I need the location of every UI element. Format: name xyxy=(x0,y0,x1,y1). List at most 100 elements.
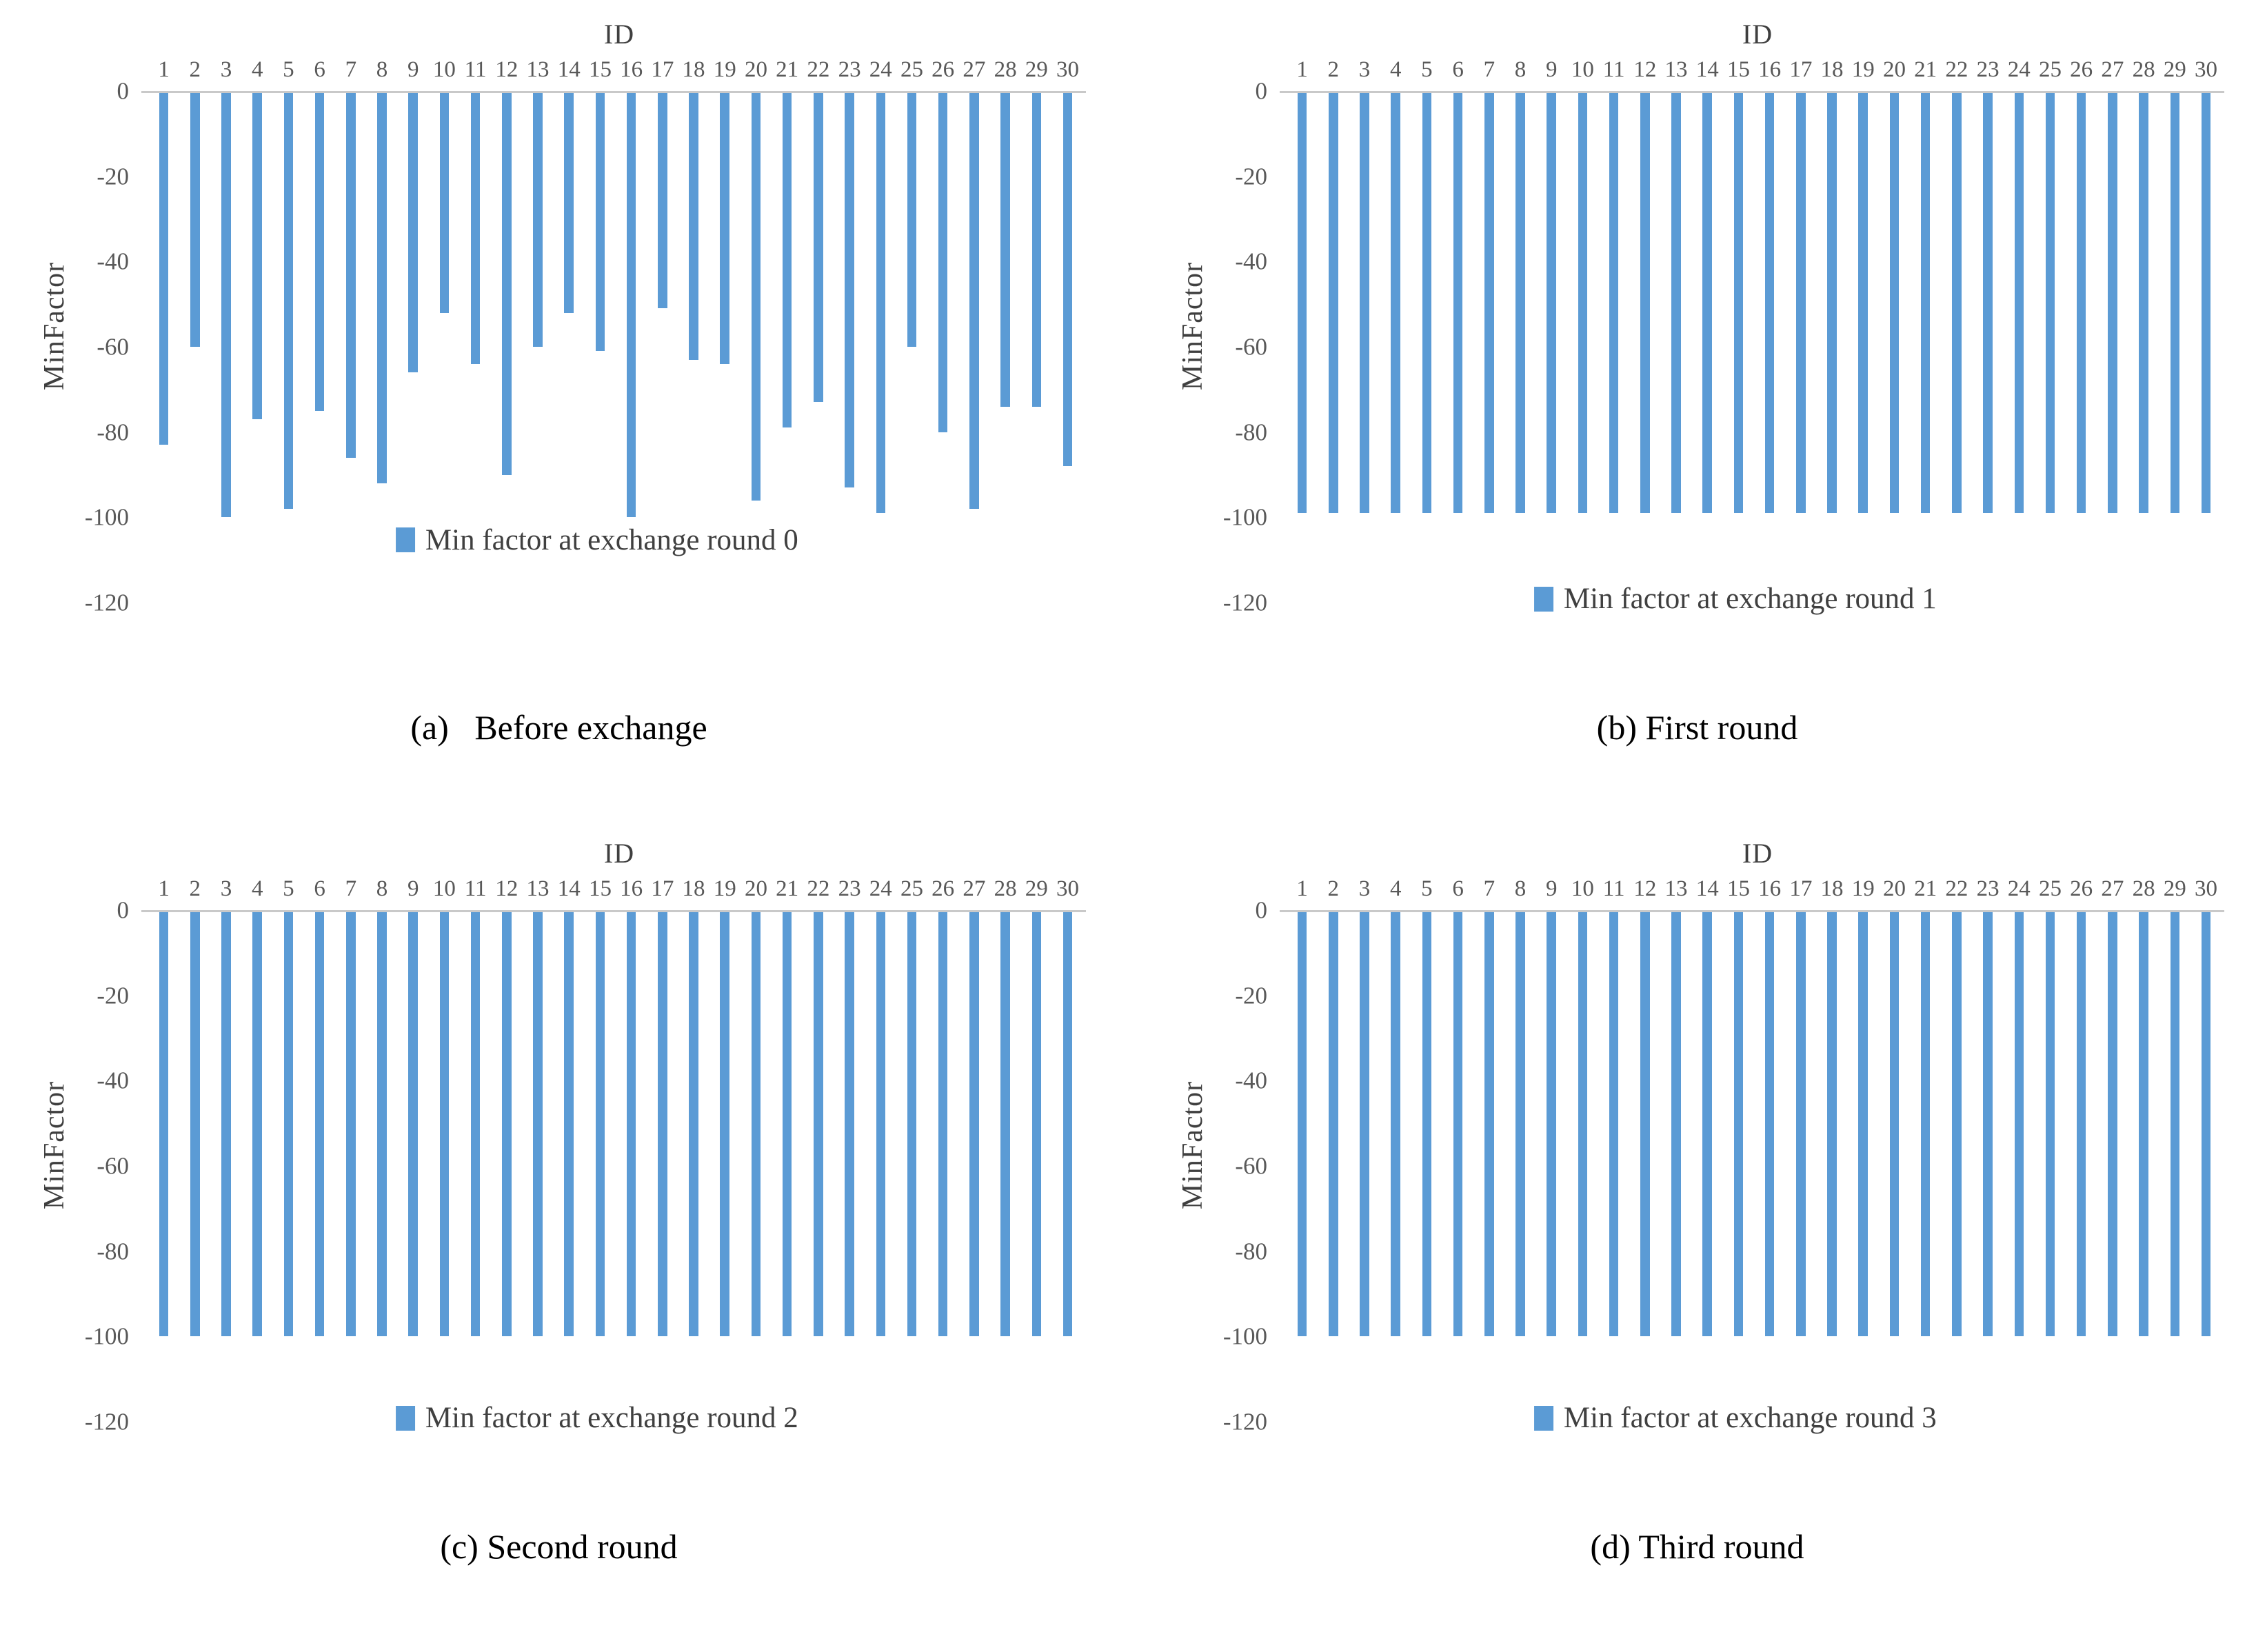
legend: Min factor at exchange round 0 xyxy=(395,523,798,557)
bar xyxy=(1329,91,1338,514)
x-tick-label: 14 xyxy=(557,876,581,901)
bar-slot xyxy=(522,91,553,603)
bar xyxy=(689,91,698,360)
x-tick-label: 13 xyxy=(526,57,550,82)
bar xyxy=(502,910,512,1337)
x-tick-label: 13 xyxy=(1664,876,1688,901)
x-tick-label: 15 xyxy=(1726,57,1750,82)
bar xyxy=(1484,91,1494,514)
bar xyxy=(283,910,294,1337)
bar-slot xyxy=(865,910,896,1422)
panel-caption: (d) Third round xyxy=(1590,1527,1804,1566)
x-tick-label: 11 xyxy=(1602,57,1625,82)
y-tick-label: -80 xyxy=(1235,1238,1267,1265)
x-tick-label: 4 xyxy=(251,876,263,901)
x-tick-label: 9 xyxy=(1545,57,1558,82)
x-tick-label: 10 xyxy=(1571,57,1594,82)
chart-title: ID xyxy=(1742,19,1773,50)
bar-slot xyxy=(148,910,179,1422)
bar-slot xyxy=(1287,910,1318,1422)
bar xyxy=(1702,91,1713,514)
y-tick-label: 0 xyxy=(1255,896,1268,924)
x-tick-label: 20 xyxy=(744,876,767,901)
bar-slot xyxy=(179,910,210,1422)
bar xyxy=(1702,910,1713,1337)
x-tick-label: 23 xyxy=(838,876,861,901)
bar xyxy=(876,91,886,514)
bar-slot xyxy=(2159,91,2190,603)
x-tick-label: 21 xyxy=(1914,57,1937,82)
bar-slot xyxy=(1910,910,1941,1422)
bar-slot xyxy=(429,910,460,1422)
bar xyxy=(1796,91,1806,514)
x-tick-label: 22 xyxy=(807,57,830,82)
y-tick-label: -20 xyxy=(97,982,129,1009)
bar-slot xyxy=(647,91,678,603)
x-tick-label: 12 xyxy=(1633,57,1657,82)
bar xyxy=(626,910,636,1337)
bar xyxy=(1578,91,1588,514)
bar-slot xyxy=(741,91,772,603)
bar-slot xyxy=(1785,910,1816,1422)
x-tick-label: 28 xyxy=(994,876,1017,901)
bar-slot xyxy=(1473,91,1504,603)
bar-slot xyxy=(1318,910,1349,1422)
bar xyxy=(1031,91,1042,407)
bar-slot xyxy=(2066,91,2097,603)
bar xyxy=(1952,910,1962,1337)
bar-slot xyxy=(1567,910,1598,1422)
bar-slot xyxy=(678,91,709,603)
x-tick-label: 16 xyxy=(620,876,643,901)
x-tick-label: 12 xyxy=(495,876,518,901)
bar xyxy=(938,91,948,432)
bar xyxy=(751,910,761,1337)
x-tick-label: 12 xyxy=(495,57,518,82)
bars xyxy=(148,91,1083,603)
x-tick-label: 22 xyxy=(1945,57,1968,82)
plot-area: 0 -20 -40 -60 -80 -100 -120 MinFactor Min fact… xyxy=(1177,898,2224,1434)
x-tick-label: 16 xyxy=(620,57,643,82)
bar xyxy=(346,910,356,1337)
y-tick-label: -40 xyxy=(97,248,129,275)
bar xyxy=(1515,910,1525,1337)
bar-slot xyxy=(1504,910,1535,1422)
bar-slot xyxy=(460,91,491,603)
y-tick-label: -100 xyxy=(84,503,129,531)
y-tick-label: 0 xyxy=(1255,77,1268,105)
zero-axis-line xyxy=(1280,91,2224,93)
bar xyxy=(1578,910,1588,1337)
panel-caption: (a) Before exchange xyxy=(410,708,707,747)
bar-slot xyxy=(585,91,616,603)
bar xyxy=(2076,91,2086,514)
bars xyxy=(1287,910,2222,1422)
x-tick-label: 2 xyxy=(189,876,201,901)
bar-slot xyxy=(1785,91,1816,603)
bar xyxy=(2045,91,2055,514)
bar-slot xyxy=(1692,91,1723,603)
y-tick-label: -40 xyxy=(1235,1067,1267,1094)
x-tick-label: 21 xyxy=(776,57,799,82)
y-tick-label: -100 xyxy=(1222,503,1267,531)
bar-slot xyxy=(989,910,1020,1422)
x-tick-label: 23 xyxy=(1976,876,2000,901)
bar xyxy=(969,91,979,509)
x-tick-label: 24 xyxy=(869,876,892,901)
x-tick-label: 6 xyxy=(1452,57,1464,82)
x-tick-label: 21 xyxy=(1914,876,1937,901)
figure-grid: ID 1 2 3 4 5 6 7 8 9 10 11 12 13 14 15 16 17 18 19 20 21 22 23… xyxy=(39,19,2228,1567)
x-tick-label: 5 xyxy=(283,57,294,82)
x-tick-label: 11 xyxy=(464,876,487,901)
bar xyxy=(969,910,979,1337)
bar-slot xyxy=(179,91,210,603)
bar-slot xyxy=(896,91,927,603)
x-tick-label: 11 xyxy=(1602,876,1625,901)
bar xyxy=(564,91,574,313)
figure-panel-d: ID 1 2 3 4 5 6 7 8 9 10 11 12 13 14 15 16 17 18 19 20 21 22 23… xyxy=(1166,837,2228,1567)
x-tick-label: 1 xyxy=(158,876,170,901)
x-tick-label: 25 xyxy=(2038,57,2062,82)
bar xyxy=(1609,910,1619,1337)
bar xyxy=(2139,910,2148,1337)
bar-slot xyxy=(210,91,241,603)
y-tick-label: -80 xyxy=(97,1238,129,1265)
bar-slot xyxy=(2035,91,2066,603)
